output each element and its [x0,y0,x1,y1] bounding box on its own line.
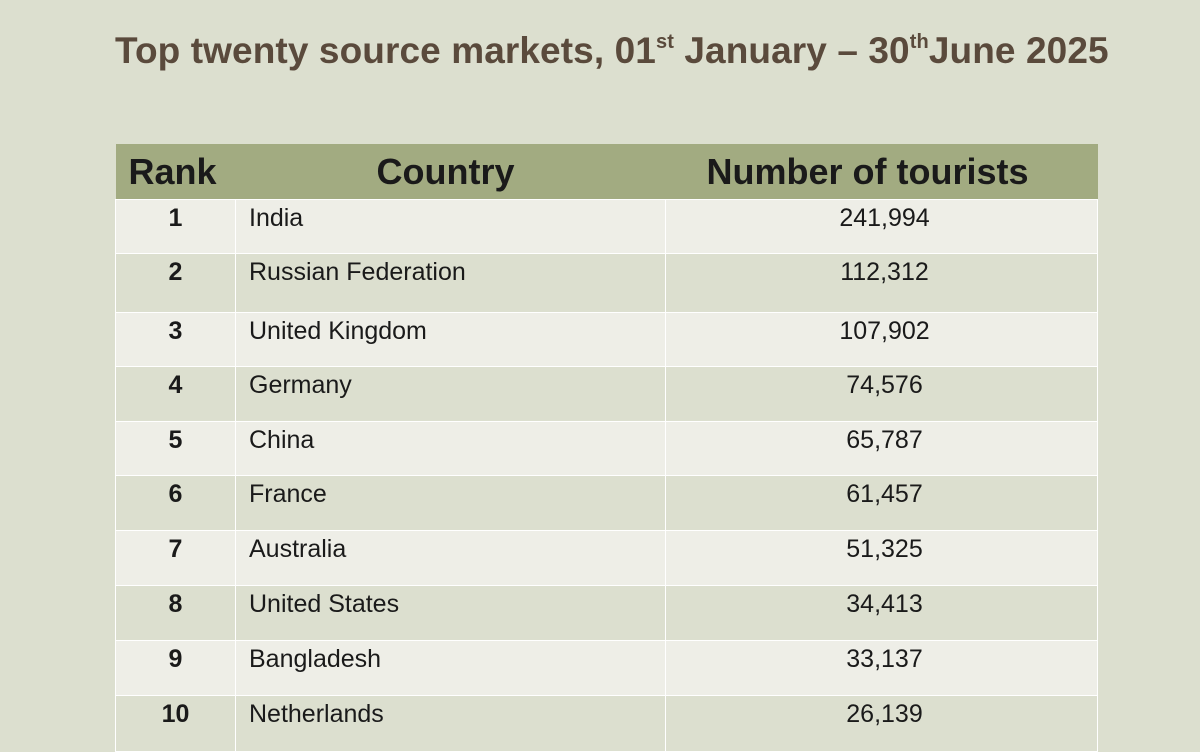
table-row: 8 United States 34,413 [115,585,1098,641]
title-superscript-th: th [909,31,929,53]
table-header-row: Rank Country Number of tourists [115,144,1098,200]
cell-country: Netherlands [235,695,666,752]
cell-rank: 2 [115,253,236,313]
table-row: 3 United Kingdom 107,902 [115,312,1098,367]
cell-tourists: 61,457 [665,475,1098,531]
title-superscript-st: st [655,31,674,53]
cell-rank: 3 [115,312,236,367]
cell-country: China [235,421,666,476]
header-tourists: Number of tourists [665,144,1098,200]
cell-country: United States [235,585,666,641]
cell-tourists: 112,312 [665,253,1098,313]
title-text-main: Top twenty source markets, 01 [115,30,656,71]
cell-rank: 6 [115,475,236,531]
header-country: Country [235,144,666,200]
cell-rank: 8 [115,585,236,641]
source-markets-table: Rank Country Number of tourists 1 India 24… [115,144,1098,752]
table-row: 5 China 65,787 [115,421,1098,476]
cell-rank: 10 [115,695,236,752]
cell-rank: 7 [115,530,236,586]
cell-rank: 4 [115,366,236,422]
table-row: 7 Australia 51,325 [115,530,1098,586]
cell-rank: 1 [115,199,236,254]
cell-tourists: 74,576 [665,366,1098,422]
cell-country: Bangladesh [235,640,666,696]
cell-tourists: 26,139 [665,695,1098,752]
cell-rank: 5 [115,421,236,476]
table-row: 1 India 241,994 [115,199,1098,254]
table-row: 10 Netherlands 26,139 [115,695,1098,752]
cell-country: Australia [235,530,666,586]
cell-tourists: 65,787 [665,421,1098,476]
cell-tourists: 241,994 [665,199,1098,254]
cell-country: France [235,475,666,531]
header-rank: Rank [115,144,236,200]
cell-country: United Kingdom [235,312,666,367]
cell-tourists: 51,325 [665,530,1098,586]
cell-tourists: 107,902 [665,312,1098,367]
page-title: Top twenty source markets, 01st January … [115,30,1109,72]
title-text-range: January – 30 [673,30,910,71]
cell-country: Russian Federation [235,253,666,313]
cell-country: India [235,199,666,254]
cell-tourists: 34,413 [665,585,1098,641]
table-body: 1 India 241,994 2 Russian Federation 112,312 3… [115,199,1098,752]
table-row: 4 Germany 74,576 [115,366,1098,422]
cell-rank: 9 [115,640,236,696]
table-row: 6 France 61,457 [115,475,1098,531]
title-text-end: June 2025 [928,30,1109,71]
table-row: 9 Bangladesh 33,137 [115,640,1098,696]
cell-country: Germany [235,366,666,422]
cell-tourists: 33,137 [665,640,1098,696]
table-row: 2 Russian Federation 112,312 [115,253,1098,313]
